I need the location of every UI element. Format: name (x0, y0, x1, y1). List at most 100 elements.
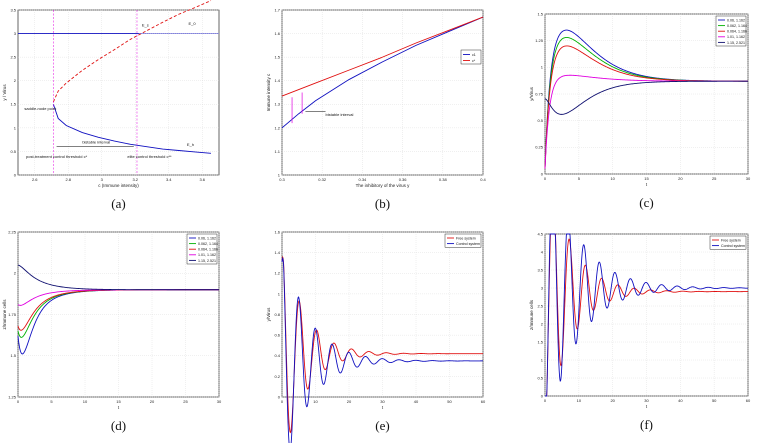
plot-area (17, 9, 220, 176)
series-line (52, 104, 211, 154)
y-tick-label: 1 (541, 357, 544, 362)
x-tick-label: 15 (644, 176, 649, 181)
annotation: E_h (187, 142, 194, 147)
x-axis-label: t (646, 404, 648, 409)
chart-d: 0 5 10 15 20 25 30 1.25 1.5 1.75 2 2.25 t z/Immune ce… (2, 229, 222, 433)
y-tick-label: 0.4 (274, 353, 280, 358)
x-tick-label: 0 (544, 398, 547, 403)
y-tick-label: 0.6 (274, 333, 280, 338)
y-tick-label: 0 (541, 393, 544, 398)
x-tick-label: 30 (380, 399, 385, 404)
y-tick-label: 2 (14, 78, 17, 83)
series-line (17, 264, 219, 291)
x-tick-label: 60 (481, 399, 486, 404)
y-tick-label: 1 (278, 291, 281, 296)
y-tick-label: 1.7 (274, 7, 280, 12)
series-line (545, 233, 749, 397)
y-tick-label: 0.2 (274, 374, 280, 379)
y-tick-label: 0.8 (274, 312, 280, 317)
legend-label: 0.06, 1.162 (727, 18, 745, 22)
y-tick-label: 3 (14, 31, 17, 36)
y-tick-label: 1.25 (8, 394, 17, 399)
x-tick-label: 50 (712, 398, 717, 403)
annotation: elite control threshold c** (127, 154, 172, 159)
x-tick-label: 3.6 (199, 177, 205, 182)
x-tick-label: 30 (746, 176, 751, 181)
x-tick-label: 0 (544, 176, 547, 181)
x-tick-label: 10 (83, 399, 88, 404)
y-tick-label: 1.4 (274, 250, 280, 255)
annotation: bistable interval (326, 112, 354, 117)
y-tick-label: 0.5 (10, 149, 16, 154)
y-tick-label: 1.6 (274, 31, 280, 36)
y-tick-label: 0 (14, 172, 17, 177)
x-tick-label: 0.3 (279, 177, 285, 182)
y-tick-label: 2.5 (537, 303, 543, 308)
chart-f: 0 10 20 30 40 50 60 0 0.5 1 1.5 2 2.5 3 3.5 4 4.5 t z/Immu… (529, 231, 751, 432)
x-tick-label: 10 (313, 399, 318, 404)
x-tick-label: 3 (101, 177, 104, 182)
chart-c: 0 5 10 15 20 25 30 0 0.25 0.5 0.75 1 1.25 1.5 t y/Virus… (529, 11, 751, 210)
x-tick-label: 40 (678, 398, 683, 403)
x-tick-label: 10 (610, 176, 615, 181)
legend-label: c* (472, 59, 476, 63)
x-tick-label: 40 (414, 399, 419, 404)
legend-label: Free system (456, 236, 476, 240)
y-tick-label: 2.5 (10, 55, 16, 60)
x-tick-label: 20 (347, 399, 352, 404)
x-tick-label: 50 (447, 399, 452, 404)
y-tick-label: 1.1 (274, 149, 280, 154)
x-tick-label: 5 (50, 399, 53, 404)
y-tick-label: 1.5 (10, 353, 16, 358)
panel-label: (b) (375, 196, 390, 211)
y-tick-label: 2.25 (8, 229, 17, 234)
series-line (281, 255, 483, 434)
x-tick-label: 0.38 (439, 177, 448, 182)
panel-label: (c) (639, 195, 653, 210)
x-tick-label: 0.32 (318, 177, 327, 182)
x-tick-label: 3.2 (132, 177, 138, 182)
x-tick-label: 10 (577, 398, 582, 403)
y-tick-label: 3 (541, 285, 544, 290)
chart-b: 0.3 0.32 0.34 0.36 0.38 0.4 1 1.1 1.2 1.3 1.4 1.5 1.… (266, 7, 487, 211)
legend-box (460, 49, 482, 65)
x-tick-label: 25 (183, 399, 188, 404)
y-tick-label: 1.6 (274, 229, 280, 234)
legend-label: 1.15, 2.521 (198, 259, 216, 263)
x-tick-label: 5 (578, 176, 581, 181)
y-tick-label: 1 (278, 172, 281, 177)
legend-label: 0.064, 1.166 (198, 248, 218, 252)
annotation: E_0 (188, 21, 196, 26)
series-line (544, 80, 748, 115)
x-tick-label: 0.36 (399, 177, 408, 182)
panel-label: (f) (640, 417, 653, 432)
legend-label: Control system (721, 244, 745, 248)
panel-label: (a) (111, 196, 125, 211)
x-tick-label: 20 (150, 399, 155, 404)
y-tick-label: 1.2 (274, 125, 280, 130)
y-tick-label: 4.5 (537, 231, 543, 236)
panel-label: (d) (111, 418, 126, 433)
y-tick-label: 0.5 (537, 118, 543, 123)
legend-label: 1.01, 1.162 (198, 253, 216, 257)
y-tick-label: 0 (541, 171, 544, 176)
x-tick-label: 15 (116, 399, 121, 404)
x-tick-label: 0.4 (480, 177, 486, 182)
series-line (545, 233, 748, 397)
chart-a: 2.6 2.8 3 3.2 3.4 3.6 0 0.5 1 1.5 2 2.5 3 3.5 c (Immun… (2, 0, 220, 211)
series-line (52, 0, 212, 103)
y-axis-label: y/Virus (529, 86, 534, 100)
series-line (281, 16, 484, 97)
y-axis-label: z/Immune cells (2, 299, 7, 330)
y-tick-label: 1 (541, 65, 544, 70)
y-tick-label: 1.5 (537, 11, 543, 16)
x-axis-label: t (118, 405, 120, 410)
y-tick-label: 3.5 (537, 267, 543, 272)
y-tick-label: 0.25 (535, 145, 544, 150)
annotation: post-treatment control threshold c* (26, 154, 88, 159)
y-tick-label: 1.5 (537, 339, 543, 344)
chart-e: 0 10 20 30 40 50 60 0 0.2 0.4 0.6 0.8 1 1.2 1.4 1.6 t y/V… (266, 229, 486, 443)
legend-label: 0.062, 1.164 (198, 242, 218, 246)
annotation: saddle-node point (24, 106, 57, 111)
series-line (281, 256, 483, 443)
